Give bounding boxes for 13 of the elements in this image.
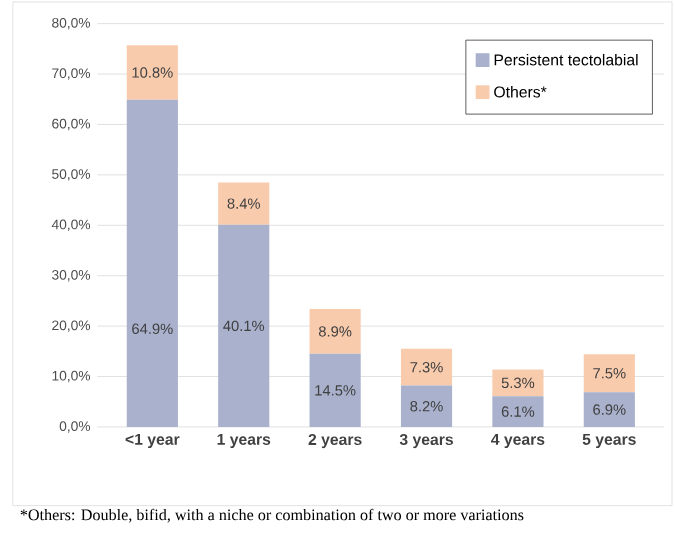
bar: [400, 385, 453, 427]
text: *Others: Double, bifid, with a niche or combination of two or more variations: [20, 508, 524, 523]
bar: [492, 369, 544, 396]
bar: [126, 44, 178, 100]
bar: [583, 391, 635, 427]
bar: [492, 395, 544, 427]
bar: [218, 181, 270, 225]
bar: [309, 353, 361, 427]
bar: [126, 99, 178, 427]
bar: [309, 308, 361, 354]
bar: [218, 224, 270, 427]
bar: [583, 353, 635, 392]
bar: [400, 348, 453, 386]
